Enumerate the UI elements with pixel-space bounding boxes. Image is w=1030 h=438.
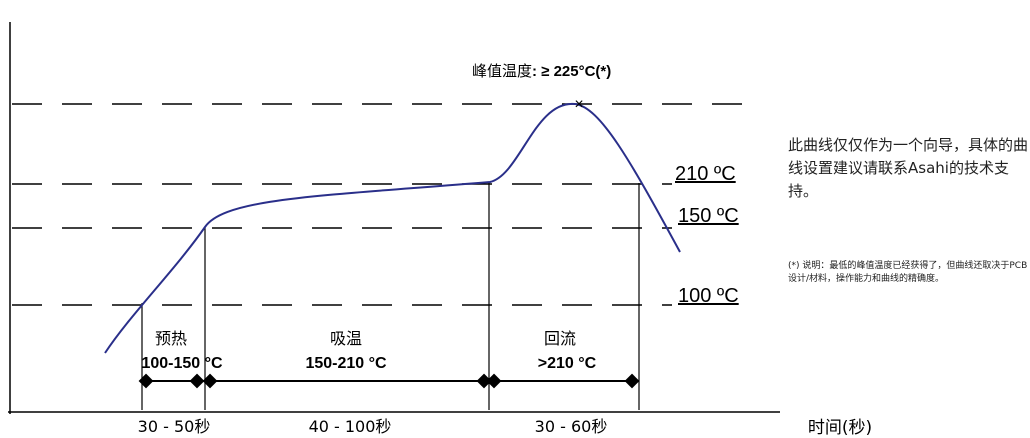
- zone-preheat-time: 30 - 50秒: [138, 417, 211, 436]
- peak-marker: ×: [574, 96, 583, 113]
- zone-reflow-range: >210 °C: [538, 355, 597, 372]
- zone-soak-name: 吸温: [330, 329, 362, 348]
- diamond-marker: [138, 373, 154, 389]
- zone-reflow-time: 30 - 60秒: [535, 417, 608, 436]
- temperature-profile-curve: [104, 102, 681, 354]
- temp-label-150: 150 ºC: [678, 205, 739, 227]
- peak-label: 峰值温度: ≥ 225°C(*): [472, 62, 611, 80]
- zone-soak-range: 150-210 °C: [305, 355, 387, 372]
- diamond-marker: [189, 373, 205, 389]
- zone-reflow-name: 回流: [544, 329, 576, 348]
- temperature-guides: [12, 103, 752, 306]
- diamond-marker: [486, 373, 502, 389]
- diamond-marker: [202, 373, 218, 389]
- footnote: (*) 说明：最低的峰值温度已经获得了，但曲线还取决于PCB设计/材料，操作能力…: [788, 261, 1028, 284]
- diamond-marker: [476, 373, 492, 389]
- guide-note: 此曲线仅仅作为一个向导，具体的曲线设置建议请联系Asahi的技术支持。: [788, 136, 1029, 200]
- zone-soak-time: 40 - 100秒: [309, 417, 392, 436]
- x-axis-label: 时间(秒): [808, 418, 872, 438]
- zone-preheat-range: 100-150 °C: [141, 355, 223, 372]
- zone-preheat-name: 预热: [155, 329, 187, 348]
- temp-label-100: 100 ºC: [678, 285, 739, 307]
- diamond-marker: [624, 373, 640, 389]
- time-ranges: [138, 373, 640, 389]
- temp-label-210: 210 ºC: [675, 163, 736, 185]
